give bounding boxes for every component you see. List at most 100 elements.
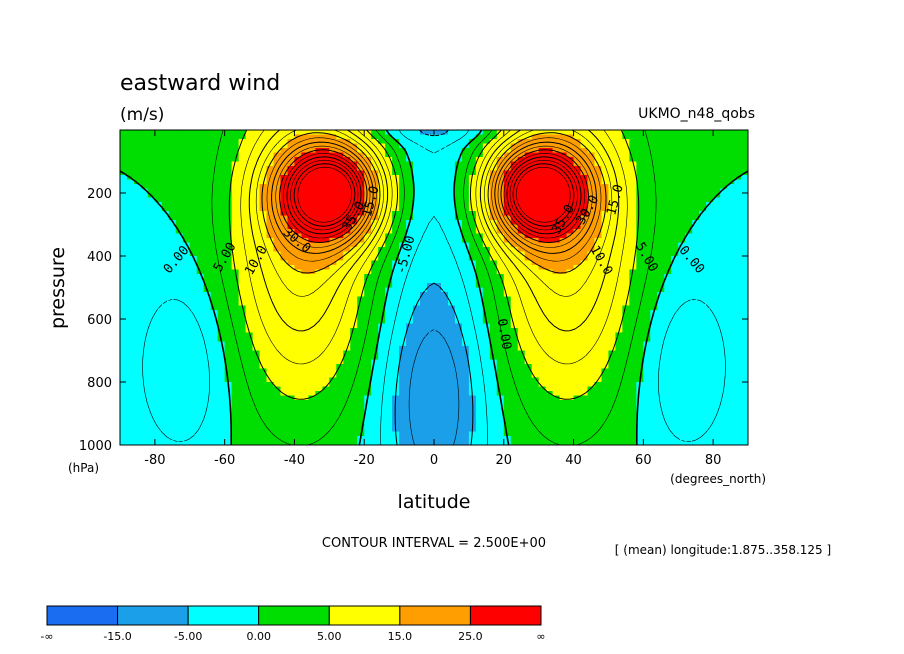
field-cell: [252, 413, 261, 419]
field-cell: [427, 373, 435, 379]
field-cell: [120, 184, 128, 190]
field-cell: [133, 157, 142, 163]
field-cell: [336, 364, 344, 370]
field-cell: [489, 215, 498, 221]
field-cell: [420, 292, 428, 298]
field-cell: [566, 143, 575, 149]
field-cell: [510, 346, 519, 352]
field-cell: [182, 215, 191, 221]
field-cell: [580, 202, 589, 208]
field-cell: [427, 413, 435, 419]
field-cell: [447, 395, 456, 401]
field-cell: [315, 224, 323, 230]
field-cell: [252, 260, 261, 266]
field-cell: [308, 409, 316, 415]
field-cell: [329, 328, 337, 334]
field-cell: [357, 251, 365, 257]
field-cell: [440, 418, 449, 424]
field-cell: [427, 269, 435, 275]
field-cell: [140, 332, 149, 338]
field-cell: [399, 409, 407, 415]
field-cell: [189, 188, 198, 194]
field-cell: [524, 409, 533, 415]
field-cell: [496, 242, 505, 248]
field-cell: [245, 440, 254, 445]
field-cell: [161, 440, 170, 445]
field-cell: [399, 197, 407, 203]
field-cell: [482, 305, 491, 311]
field-cell: [252, 152, 261, 158]
field-cell: [545, 427, 554, 433]
field-cell: [322, 274, 330, 280]
field-cell: [147, 260, 156, 266]
field-cell: [420, 314, 428, 320]
field-cell: [475, 148, 484, 154]
field-cell: [140, 238, 149, 244]
field-cell: [343, 409, 351, 415]
field-cell: [259, 175, 268, 181]
field-cell: [175, 265, 184, 271]
field-cell: [594, 386, 603, 392]
field-cell: [238, 373, 247, 379]
field-cell: [587, 310, 596, 316]
field-cell: [517, 238, 526, 244]
field-cell: [399, 215, 407, 221]
field-cell: [608, 319, 617, 325]
field-cell: [189, 242, 198, 248]
field-cell: [273, 265, 282, 271]
field-cell: [322, 395, 330, 401]
field-cell: [147, 431, 156, 437]
field-cell: [510, 206, 519, 212]
field-cell: [147, 395, 156, 401]
field-cell: [224, 256, 233, 262]
field-cell: [545, 283, 554, 289]
field-cell: [182, 247, 191, 253]
field-cell: [608, 373, 617, 379]
field-cell: [133, 166, 142, 172]
field-cell: [552, 391, 561, 397]
field-cell: [217, 175, 226, 181]
field-cell: [378, 350, 386, 356]
field-cell: [308, 260, 316, 266]
field-cell: [168, 368, 177, 374]
field-cell: [510, 157, 519, 163]
field-cell: [301, 265, 309, 271]
field-cell: [601, 193, 610, 199]
field-cell: [210, 256, 219, 262]
field-cell: [371, 377, 379, 383]
field-cell: [573, 296, 582, 302]
field-cell: [301, 278, 309, 284]
field-cell: [531, 256, 540, 262]
field-cell: [161, 346, 170, 352]
field-cell: [447, 301, 456, 307]
field-cell: [154, 382, 163, 388]
field-cell: [154, 157, 163, 163]
field-cell: [161, 431, 170, 437]
field-cell: [475, 247, 484, 253]
field-cell: [140, 188, 149, 194]
field-cell: [182, 278, 191, 284]
field-cell: [378, 166, 386, 172]
field-cell: [392, 355, 400, 361]
field-cell: [182, 431, 191, 437]
field-cell: [322, 368, 330, 374]
field-cell: [161, 292, 170, 298]
field-cell: [266, 188, 275, 194]
field-cell: [322, 220, 330, 226]
field-cell: [406, 382, 414, 388]
field-cell: [545, 377, 554, 383]
field-cell: [440, 197, 449, 203]
field-cell: [175, 251, 184, 257]
field-cell: [301, 197, 309, 203]
field-cell: [559, 184, 568, 190]
field-cell: [252, 184, 261, 190]
field-cell: [399, 427, 407, 433]
field-cell: [552, 404, 561, 410]
field-cell: [552, 346, 561, 352]
field-cell: [378, 323, 386, 329]
field-cell: [294, 341, 303, 347]
field-cell: [217, 157, 226, 163]
field-cell: [531, 202, 540, 208]
field-cell: [454, 202, 463, 208]
field-cell: [168, 197, 177, 203]
